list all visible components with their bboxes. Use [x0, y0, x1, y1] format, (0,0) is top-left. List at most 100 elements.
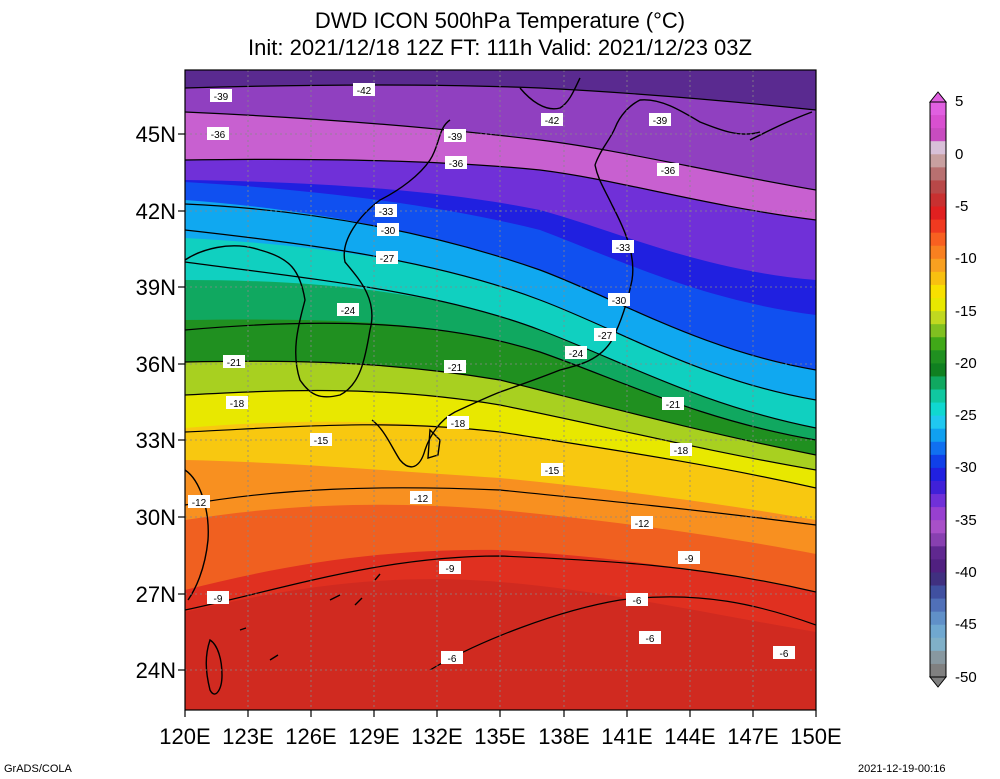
contour-label-bg	[445, 156, 467, 169]
colorbar-swatch	[930, 324, 946, 338]
lat-label-36n: 36N	[135, 352, 176, 377]
colorbar-swatch	[930, 559, 946, 574]
contour-label-bg	[410, 491, 432, 504]
contour-label: -36	[661, 166, 676, 177]
contour-label-bg	[207, 591, 229, 604]
lat-label-30n: 30N	[135, 505, 176, 530]
contour-label: -6	[633, 596, 642, 607]
contour-label: -15	[545, 466, 560, 477]
lon-label-120e: 120E	[159, 724, 211, 749]
colorbar-max-arrow	[928, 91, 948, 103]
contour-label: -30	[381, 226, 396, 237]
contour-label: -12	[414, 494, 429, 505]
contour-label: -12	[635, 519, 650, 530]
colorbar-swatch	[930, 480, 946, 495]
colorbar-label: -35	[955, 512, 977, 529]
colorbar-label: -45	[955, 616, 977, 633]
colorbar-label: -10	[955, 250, 977, 267]
contour-label: -6	[646, 634, 655, 645]
colorbar-swatch	[930, 180, 946, 195]
contour-label: -9	[446, 564, 455, 575]
contour-label: -27	[380, 254, 395, 265]
lon-label-126e: 126E	[285, 724, 337, 749]
contour-label-bg	[444, 129, 466, 142]
contour-label: -24	[341, 306, 356, 317]
colorbar-swatch	[930, 298, 946, 312]
colorbar-swatch	[930, 441, 946, 456]
contour-label: -9	[214, 594, 223, 605]
colorbar-swatch	[930, 311, 946, 325]
colorbar-swatch	[930, 389, 946, 404]
lon-label-132e: 132E	[411, 724, 463, 749]
contour-label-bg	[541, 463, 563, 476]
colorbar-label: -20	[955, 355, 977, 372]
contour-label: -24	[569, 349, 584, 360]
colorbar-swatch	[930, 454, 946, 469]
colorbar-swatch	[930, 376, 946, 391]
colorbar-swatch	[930, 415, 946, 430]
colorbar-swatch	[930, 193, 946, 208]
colorbar-swatch	[930, 624, 946, 639]
contour-label-bg	[441, 651, 463, 664]
colorbar-swatch	[930, 572, 946, 587]
lat-lon-gridlines	[185, 70, 816, 710]
contour-label-bg	[631, 516, 653, 529]
colorbar-swatch	[930, 467, 946, 482]
colorbar	[928, 91, 948, 688]
contour-label-bg	[594, 328, 616, 341]
contour-label: -33	[616, 243, 631, 254]
colorbar-swatch	[930, 428, 946, 443]
map-title: DWD ICON 500hPa Temperature (°C)	[314, 8, 686, 33]
contour-label: -27	[598, 331, 613, 342]
colorbar-label: -5	[955, 198, 969, 215]
colorbar-swatch	[930, 141, 946, 155]
colorbar-swatch	[930, 598, 946, 613]
colorbar-swatch	[930, 337, 946, 351]
colorbar-swatch	[930, 245, 946, 260]
lat-label-45n: 45N	[135, 122, 176, 147]
contour-label-bg	[337, 303, 359, 316]
contour-labels: -42 -39 -39 -42 -39 -36 -36 -36 -33 -33 -30 -30 -27 -…	[188, 83, 795, 665]
colorbar-swatch	[930, 507, 946, 521]
colorbar-swatch	[930, 219, 946, 234]
colorbar-swatch	[930, 520, 946, 534]
colorbar-frame	[929, 101, 947, 678]
contour-label-bg	[439, 561, 461, 574]
contour-label-bg	[626, 593, 648, 606]
colorbar-swatch	[930, 206, 946, 221]
colorbar-swatch	[930, 637, 946, 652]
colorbar-label: -25	[955, 407, 977, 424]
contour-label-bg	[223, 355, 245, 368]
contour-label-bg	[376, 251, 398, 264]
colorbar-swatch	[930, 232, 946, 247]
lon-label-144e: 144E	[664, 724, 716, 749]
lat-label-39n: 39N	[135, 275, 176, 300]
lon-label-150e: 150E	[790, 724, 842, 749]
contour-label-bg	[375, 204, 397, 217]
colorbar-min-arrow	[928, 676, 948, 688]
contour-label: -36	[449, 159, 464, 170]
coastlines	[185, 77, 813, 695]
colorbar-swatch	[930, 284, 946, 299]
colorbar-swatch	[930, 128, 946, 142]
contour-label: -15	[314, 436, 329, 447]
contour-label-bg	[310, 433, 332, 446]
lat-label-42n: 42N	[135, 199, 176, 224]
contour-label: -21	[227, 358, 242, 369]
lat-label-33n: 33N	[135, 428, 176, 453]
contour-label-bg	[226, 396, 248, 409]
lon-label-135e: 135E	[474, 724, 526, 749]
contour-label: -21	[448, 363, 463, 374]
contour-label-bg	[608, 293, 630, 306]
colorbar-label: -30	[955, 459, 977, 476]
contour-label-bg	[353, 83, 375, 96]
colorbar-swatch	[930, 402, 946, 417]
contour-label-bg	[444, 360, 466, 373]
colorbar-swatch	[930, 546, 946, 560]
contour-label: -33	[379, 207, 394, 218]
colorbar-swatch	[930, 258, 946, 273]
contour-label: -18	[451, 419, 466, 430]
contour-label-bg	[565, 346, 587, 359]
contour-label: -21	[666, 400, 681, 411]
